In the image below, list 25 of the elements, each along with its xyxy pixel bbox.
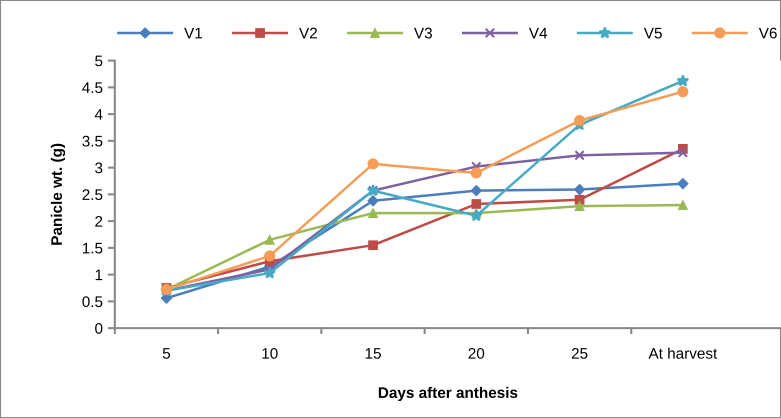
legend-label: V2 [299,28,317,38]
x-tick-label: 15 [366,348,381,359]
x-tick-label: At harvest [648,348,718,359]
y-tick-label: 2.5 [82,189,102,200]
legend-label: V6 [758,28,777,38]
y-tick-label: 5 [95,56,102,66]
y-tick-label: 4 [94,109,103,120]
y-tick-label: 0.5 [82,296,102,308]
y-tick-label: 1.5 [82,242,102,254]
x-tick-label: 25 [572,348,588,359]
legend-label: V5 [644,28,662,38]
x-tick-label: 10 [262,348,278,359]
x-tick-label: 5 [162,348,170,359]
legend-label: V4 [528,28,548,38]
y-axis-title: Panicle wt. (g) [50,144,66,245]
legend-label: V3 [414,28,432,38]
y-tick-label: 3 [95,162,102,174]
y-tick-label: 3.5 [82,136,102,147]
y-tick-label: 0 [95,323,102,334]
y-tick-label: 2 [95,216,102,227]
x-tick-label: 20 [468,348,484,359]
legend-label: V1 [184,28,202,38]
y-tick-label: 4.5 [82,82,102,94]
y-tick-label: 1 [96,270,102,280]
x-axis-title: Days after anthesis [378,386,518,402]
